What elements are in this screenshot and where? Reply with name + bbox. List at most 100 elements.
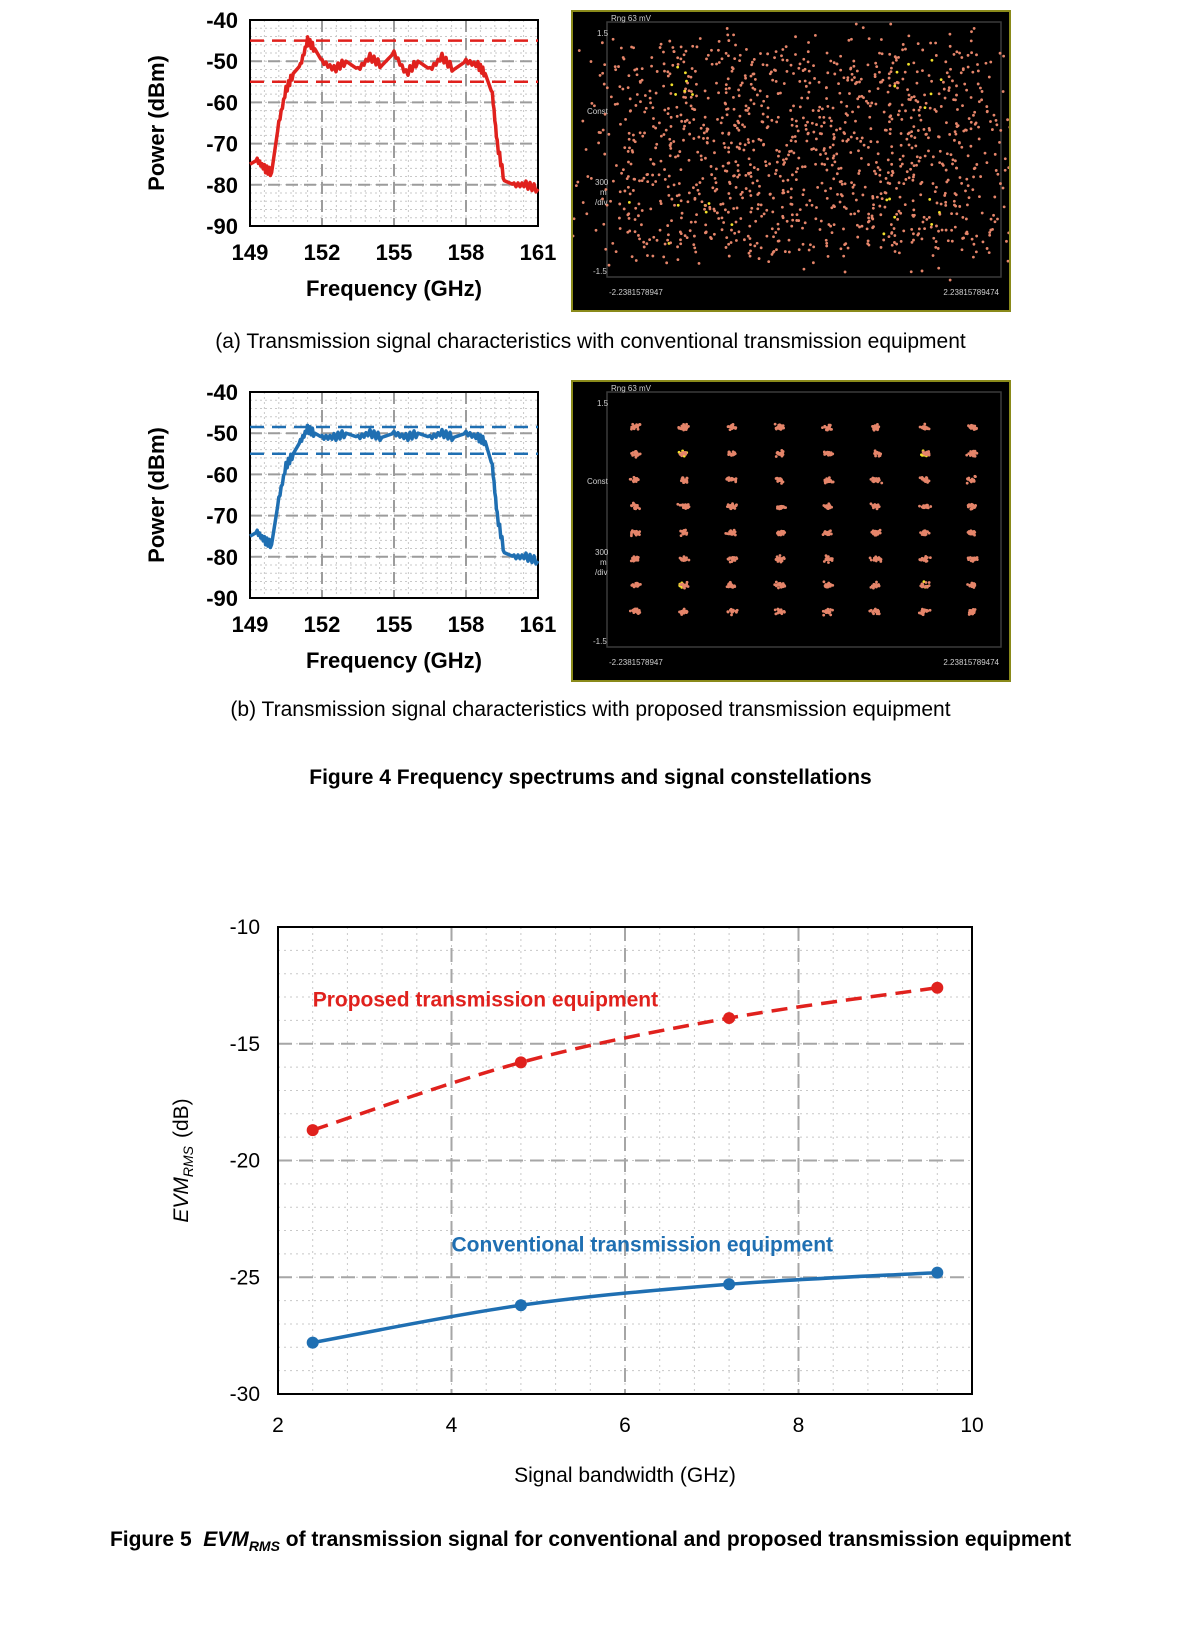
constellation-point: [869, 477, 873, 481]
constellation-point: [993, 152, 997, 156]
constellation-point: [795, 213, 799, 217]
constellation-point: [662, 50, 665, 54]
constellation-point: [729, 241, 733, 244]
constellation-point: [927, 531, 931, 535]
constellation-point: [700, 200, 704, 204]
constellation-point: [689, 104, 693, 108]
constellation-point: [895, 212, 899, 216]
constellation-point: [622, 207, 626, 211]
constellation-point: [662, 255, 666, 259]
constellation-point: [801, 165, 804, 169]
constellation-point: [586, 175, 590, 178]
constellation-point: [909, 116, 913, 120]
constellation-point: [919, 531, 922, 535]
constellation-point: [749, 194, 753, 197]
constellation-point: [683, 124, 686, 128]
constellation-point: [687, 158, 691, 162]
constellation-point: [635, 67, 639, 71]
constellation-point: [798, 105, 802, 109]
constellation-point: [914, 98, 918, 102]
constellation-point: [935, 185, 938, 189]
constellation-point: [732, 207, 736, 210]
constellation-point: [857, 209, 860, 213]
constellation-point: [903, 70, 907, 74]
constellation-point: [927, 149, 930, 153]
constellation-point: [781, 450, 785, 454]
constellation-point: [807, 69, 811, 73]
constellation-point: [825, 244, 829, 248]
constellation-point: [877, 556, 881, 559]
constellation-point: [668, 39, 672, 43]
constellation-point: [825, 584, 829, 588]
constellation-point: [936, 247, 940, 250]
constellation-point: [899, 239, 903, 243]
constellation-point: [643, 110, 647, 114]
constellation-point: [930, 223, 934, 226]
constellation-point: [638, 179, 641, 183]
constellation-point: [840, 194, 844, 198]
constellation-point: [1003, 157, 1007, 161]
constellation-point: [712, 232, 716, 236]
constellation-point: [731, 502, 734, 506]
constellation-point: [655, 142, 659, 146]
constellation-point: [985, 247, 989, 250]
constellation-point: [724, 91, 728, 95]
constellation-point: [931, 254, 935, 257]
constellation-point: [746, 138, 750, 141]
constellation-point: [848, 92, 851, 95]
constellation-point: [962, 236, 965, 240]
constellation-point: [747, 251, 751, 255]
constellation-point: [681, 476, 684, 480]
constellation-point: [994, 169, 998, 172]
constellation-point: [850, 37, 853, 41]
constellation-point: [804, 123, 808, 127]
constellation-point: [614, 68, 618, 72]
constellation-point: [649, 207, 653, 211]
x-tick-label: 158: [448, 612, 485, 637]
constellation-point: [952, 199, 956, 203]
constellation-point: [958, 141, 961, 145]
constellation-point: [991, 128, 994, 131]
constellation-point: [666, 70, 670, 74]
constellation-point: [628, 192, 632, 196]
constellation-point: [960, 182, 964, 185]
constellation-point: [798, 208, 802, 212]
y-bottom-label: -1.5: [593, 267, 607, 276]
x-tick-label: 149: [232, 612, 269, 637]
constellation-point: [825, 168, 829, 172]
constellation-point: [789, 187, 793, 191]
constellation-point: [945, 152, 949, 156]
constellation-point: [705, 129, 709, 133]
constellation-point: [736, 175, 740, 179]
x-right-label: 2.23815789474: [943, 658, 999, 667]
constellation-point: [752, 102, 756, 106]
constellation-point: [829, 613, 833, 617]
constellation-point: [611, 179, 615, 183]
constellation-point: [633, 218, 637, 221]
constellation-point: [724, 83, 728, 86]
constellation-point: [777, 586, 780, 590]
constellation-point: [876, 140, 879, 144]
constellation-point: [804, 127, 808, 131]
constellation-point: [628, 477, 632, 481]
constellation-point: [682, 138, 685, 142]
constellation-point: [876, 427, 880, 431]
constellation-point: [727, 150, 731, 154]
constellation-point: [910, 130, 914, 134]
constellation-point: [691, 107, 694, 111]
constellation-point: [603, 152, 607, 156]
constellation-point: [669, 241, 673, 245]
constellation-point: [978, 195, 981, 199]
constellation-point: [597, 141, 601, 145]
constellation-point: [882, 232, 886, 236]
constellation-point: [692, 243, 696, 247]
constellation-point: [955, 84, 958, 88]
constellation-point: [875, 585, 878, 589]
constellation-point: [667, 194, 671, 197]
constellation-point: [753, 244, 757, 248]
constellation-point: [912, 238, 915, 242]
constellation-point: [604, 188, 608, 191]
constellation-point: [835, 152, 839, 156]
constellation-point: [850, 72, 854, 76]
